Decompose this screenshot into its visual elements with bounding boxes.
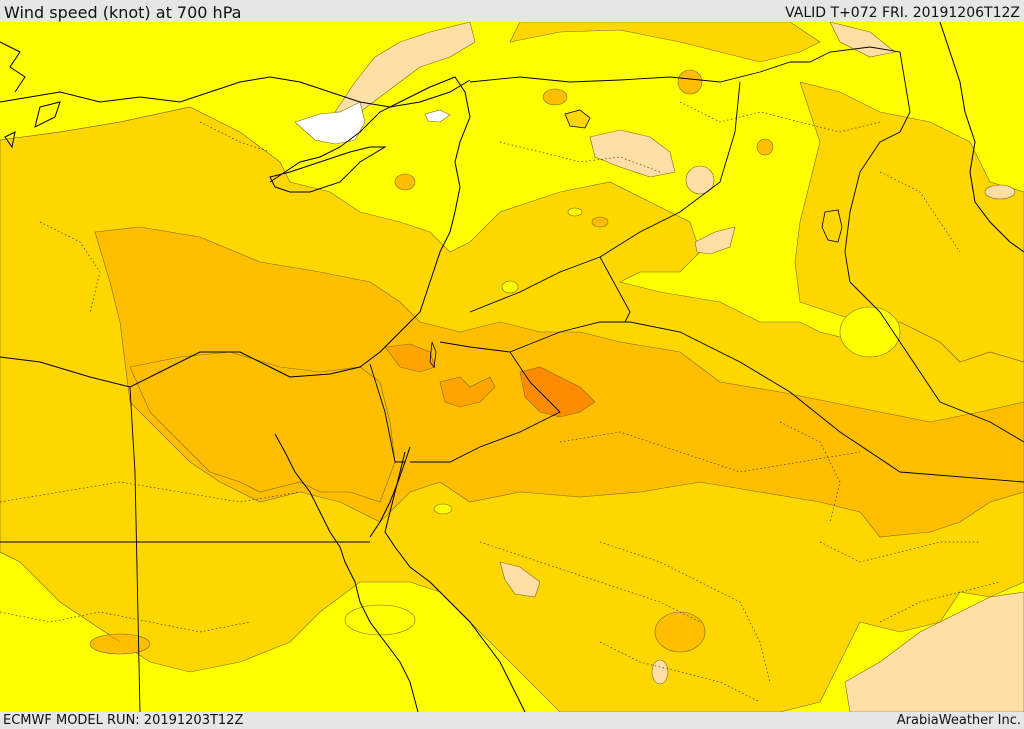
map-header: Wind speed (knot) at 700 hPa VALID T+072… <box>0 0 1024 22</box>
calm-area-turkey <box>294 101 366 145</box>
low-wind-spot <box>433 503 453 515</box>
dead-sea <box>429 341 437 368</box>
coastline-red-sea-west <box>274 433 419 712</box>
low-wind-spot <box>839 306 901 358</box>
model-run-label: ECMWF MODEL RUN: 20191203T12Z <box>3 713 244 728</box>
band-light-area-southeast <box>844 591 1024 712</box>
internal-boundaries <box>0 101 1001 703</box>
mid-wind-spot <box>756 138 774 156</box>
border-syria-iraq <box>599 81 741 258</box>
coastline-turkey-south <box>0 76 471 108</box>
low-wind-spot <box>344 604 416 636</box>
coastline-caspian <box>939 22 1024 253</box>
light-wind-spot <box>685 165 715 195</box>
coastline-gulf-of-aqaba <box>369 446 411 538</box>
coastline-red-sea-east <box>384 451 526 712</box>
wind-speed-map[interactable] <box>0 22 1024 712</box>
coastline-cyprus <box>269 146 387 193</box>
map-footer: ECMWF MODEL RUN: 20191203T12Z ArabiaWeat… <box>0 712 1024 729</box>
mid-wind-spot <box>89 633 151 655</box>
band-light-area-redsea <box>499 561 541 598</box>
band-high-area-saudi <box>519 366 596 418</box>
mid-wind-spot <box>677 69 703 95</box>
light-wind-spot <box>651 659 669 685</box>
coastline-aegean-islands <box>0 41 61 149</box>
lake-urmia <box>821 209 843 243</box>
low-wind-spot <box>567 207 583 217</box>
mid-wind-spot <box>591 216 609 228</box>
band-light-area-turkey <box>334 22 476 113</box>
band-light-area-iraq <box>694 226 736 255</box>
band-low-area-northeast <box>794 81 1024 363</box>
map-title: Wind speed (knot) at 700 hPa <box>4 3 242 22</box>
calm-area-turkey-small <box>424 109 451 123</box>
border-egypt-libya <box>129 386 141 712</box>
low-wind-spot <box>501 280 519 294</box>
light-wind-spot <box>984 184 1016 200</box>
border-jordan-iraq-syria <box>469 256 631 323</box>
lake-van <box>564 109 591 129</box>
map-canvas <box>0 22 1024 712</box>
border-turkey-syria <box>469 61 791 83</box>
credit-label: ArabiaWeather Inc. <box>896 713 1021 728</box>
border-sinai <box>369 363 405 463</box>
border-saudi-iraq <box>509 321 1024 483</box>
band-high-area-jordan <box>439 376 496 408</box>
mid-wind-spot <box>394 173 416 191</box>
border-iraq-iran <box>790 46 1024 443</box>
mid-wind-spot <box>542 88 568 106</box>
band-mid-area-egypt <box>129 351 396 503</box>
coastline-mediterranean <box>0 76 471 388</box>
mid-wind-spot <box>654 611 706 653</box>
valid-time-label: VALID T+072 FRI. 20191206T12Z <box>785 5 1020 21</box>
border-jordan-saudi <box>410 341 561 463</box>
wind-contours <box>0 106 191 643</box>
band-light-area-syria <box>589 129 676 178</box>
band-high-area-sinai <box>384 343 436 373</box>
band-low-area-north <box>509 22 821 63</box>
